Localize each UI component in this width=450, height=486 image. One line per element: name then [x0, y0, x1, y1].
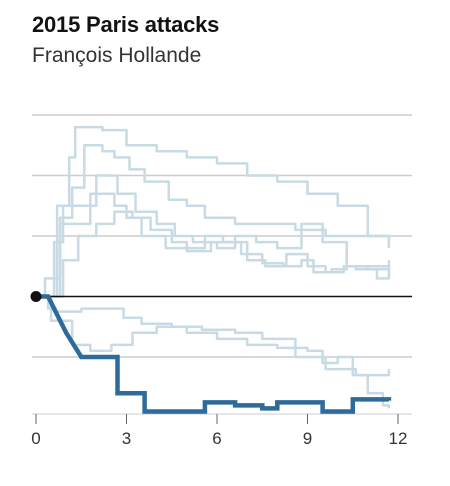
x-tick-label-2: 6: [212, 429, 221, 448]
x-tick-label-0: 0: [31, 429, 40, 448]
series-line-4: [36, 192, 391, 298]
highlight-series: [30, 291, 392, 414]
chart-title: 2015 Paris attacks: [32, 12, 220, 37]
x-tick-label-4: 12: [389, 429, 408, 448]
series-line-1: [36, 144, 391, 298]
comparison-series: [36, 125, 391, 409]
series-line-0: [36, 125, 391, 298]
highlight-series-line: [36, 294, 392, 414]
x-tick-label-3: 9: [303, 429, 312, 448]
start-point: [30, 291, 42, 302]
chart-subtitle: François Hollande: [32, 44, 202, 67]
x-tick-label-1: 3: [122, 429, 131, 448]
series-line-2: [36, 174, 391, 298]
series-line-6: [36, 295, 391, 409]
x-axis: 0 3 6 9 12: [31, 413, 412, 448]
